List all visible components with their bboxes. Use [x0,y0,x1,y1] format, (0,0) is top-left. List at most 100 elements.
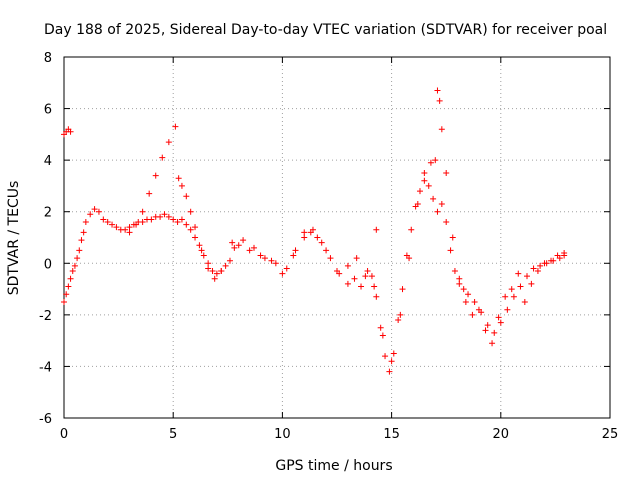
data-point [443,170,450,177]
data-point [484,322,491,329]
data-point [257,252,264,259]
data-point [170,216,177,223]
data-point [104,219,111,226]
data-point [165,139,172,146]
data-point [113,224,120,231]
data-point [246,247,253,254]
data-point [139,208,146,215]
data-point [318,239,325,246]
chart-title: Day 188 of 2025, Sidereal Day-to-day VTE… [44,22,607,38]
x-tick-label-1: 5 [169,427,177,442]
data-point [491,329,498,336]
y-axis-label: SDTVAR / TECUs [6,181,22,296]
data-point [87,211,94,218]
data-point [178,182,185,189]
data-point [152,172,159,179]
y-tick-label-0: -6 [39,412,52,427]
data-point [508,286,515,293]
axis-ticks: 0 5 10 15 20 25 -6 -4 -2 0 2 4 6 8 [39,51,618,442]
data-point [178,216,185,223]
data-point [377,324,384,331]
data-point [471,298,478,305]
data-point [358,283,365,290]
data-point [261,255,268,262]
data-point [548,257,555,264]
data-point [434,208,441,215]
data-point [495,314,502,321]
data-point [78,237,85,244]
data-point [268,257,275,264]
x-tick-label-2: 10 [274,427,291,442]
data-point [222,262,229,269]
data-point [395,317,402,324]
x-tick-label-4: 20 [493,427,510,442]
data-point [148,216,155,223]
x-axis-label: GPS time / hours [275,458,392,474]
data-point [76,247,83,254]
data-point [482,327,489,334]
data-point [524,273,531,280]
data-point [469,311,476,318]
data-point [397,311,404,318]
data-point [172,123,179,130]
data-point [292,247,299,254]
y-tick-label-4: 2 [44,206,52,221]
plot-frame [63,56,611,419]
data-point [475,306,482,313]
data-point [406,255,413,262]
data-point [301,234,308,241]
data-point [133,221,140,228]
data-point [451,268,458,275]
data-point [187,208,194,215]
data-point [213,270,220,277]
data-point [382,353,389,360]
data-point [122,226,129,233]
data-point [489,340,496,347]
data-point [301,229,308,236]
data-point [521,298,528,305]
y-tick-label-1: -4 [39,360,52,375]
y-tick-label-5: 4 [44,154,52,169]
data-point [183,221,190,228]
data-point [388,358,395,365]
data-point [517,283,524,290]
data-point [198,247,205,254]
data-point [187,226,194,233]
data-point [530,265,537,272]
data-point [67,128,74,135]
data-point [218,268,225,275]
x-tick-label-5: 25 [602,427,619,442]
data-point [91,206,98,213]
data-point [371,283,378,290]
data-point [235,242,242,249]
data-point [279,270,286,277]
data-point [436,97,443,104]
data-point [537,262,544,269]
data-point [200,252,207,259]
data-point [196,242,203,249]
data-point [460,286,467,293]
data-point [192,234,199,241]
data-point [373,293,380,300]
data-point [438,200,445,207]
data-point [240,237,247,244]
data-point [497,319,504,326]
data-point [353,255,360,262]
data-point [65,283,72,290]
data-point [309,226,316,233]
data-point [192,224,199,231]
data-point [368,273,375,280]
data-point [69,268,76,275]
data-point [211,275,218,282]
data-point [251,244,258,251]
data-point [364,268,371,275]
data-point [100,216,107,223]
data-point [421,177,428,184]
grid [64,57,610,418]
y-tick-label-7: 8 [44,51,52,66]
data-point [205,260,212,267]
data-point [504,306,511,313]
data-point [159,154,166,161]
